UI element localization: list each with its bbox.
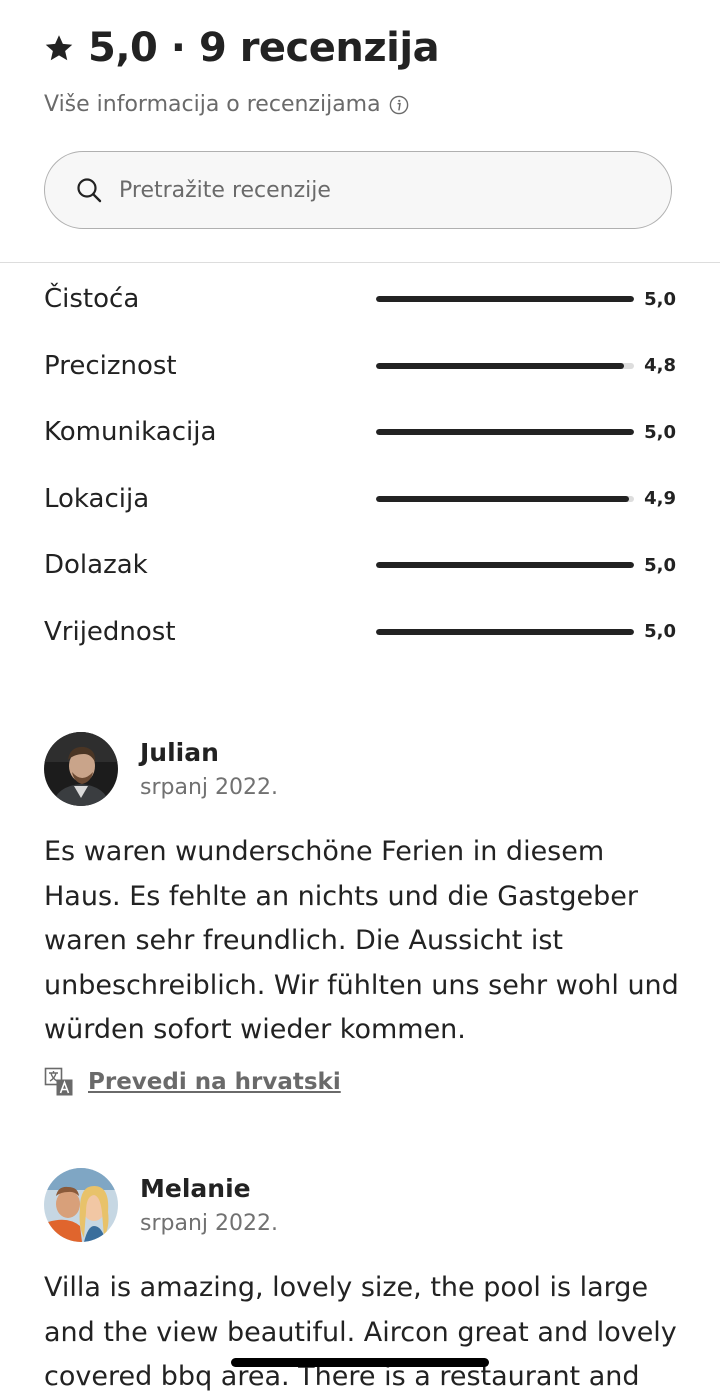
search-reviews-bar[interactable] xyxy=(44,151,672,229)
rating-value: 5,0 xyxy=(644,288,676,310)
rating-row-location: Lokacija 4,9 xyxy=(44,466,676,533)
more-info-label: Više informacija o recenzijama xyxy=(44,92,381,117)
reviewer-info: Melanie srpanj 2022. xyxy=(140,1174,278,1236)
avatar-photo-icon xyxy=(44,1168,118,1242)
rating-row-value: Vrijednost 5,0 xyxy=(44,599,676,666)
rating-label: Preciznost xyxy=(44,350,177,381)
title-separator: · xyxy=(170,25,186,71)
rating-bar-fill xyxy=(376,628,634,635)
page-title: 5,0 · 9 recenzija xyxy=(88,25,440,71)
rating-bar-fill xyxy=(376,296,634,303)
avatar[interactable] xyxy=(44,1168,118,1242)
section-divider xyxy=(0,262,720,263)
reviews-header: 5,0 · 9 recenzija Više informacija o rec… xyxy=(44,22,684,117)
rating-label: Vrijednost xyxy=(44,616,176,647)
translate-link[interactable]: Prevedi na hrvatski xyxy=(88,1068,341,1095)
more-info-link[interactable]: Više informacija o recenzijama xyxy=(44,92,684,117)
rating-value: 4,8 xyxy=(644,355,676,377)
translate-button[interactable]: Prevedi na hrvatski xyxy=(44,1067,676,1097)
rating-label: Lokacija xyxy=(44,483,150,514)
review-date: srpanj 2022. xyxy=(140,775,278,800)
avatar-photo-icon xyxy=(44,732,118,806)
rating-label: Čistoća xyxy=(44,284,140,315)
title-row: 5,0 · 9 recenzija xyxy=(44,22,684,74)
review-text: Villa is amazing, lovely size, the pool … xyxy=(44,1272,677,1392)
reviewer-info: Julian srpanj 2022. xyxy=(140,738,278,800)
category-ratings: Čistoća 5,0 Preciznost 4,8 Komunikacija … xyxy=(44,266,676,665)
rating-value: 4,9 xyxy=(644,488,676,510)
review-text: Es waren wunderschöne Ferien in diesem H… xyxy=(44,836,679,1045)
info-icon[interactable] xyxy=(389,95,409,115)
rating-bar xyxy=(376,429,634,436)
review-header: Julian srpanj 2022. xyxy=(44,732,676,806)
search-icon xyxy=(77,178,102,203)
rating-label: Dolazak xyxy=(44,550,148,581)
translate-icon xyxy=(44,1067,73,1095)
rating-row-accuracy: Preciznost 4,8 xyxy=(44,333,676,400)
rating-label: Komunikacija xyxy=(44,417,217,448)
rating-bar xyxy=(376,495,634,502)
reviewer-name: Melanie xyxy=(140,1174,251,1203)
home-indicator[interactable] xyxy=(231,1358,489,1367)
rating-row-checkin: Dolazak 5,0 xyxy=(44,532,676,599)
rating-bar xyxy=(376,628,634,635)
search-input[interactable] xyxy=(117,176,601,204)
star-icon xyxy=(45,35,73,61)
reviewer-name: Julian xyxy=(140,738,219,767)
rating-row-cleanliness: Čistoća 5,0 xyxy=(44,266,676,333)
rating-bar-fill xyxy=(376,495,629,502)
rating-value: 5,0 xyxy=(644,421,676,443)
reviews-count: 9 recenzija xyxy=(198,25,440,71)
rating-value: 5,0 xyxy=(644,621,676,643)
overall-rating: 5,0 xyxy=(88,25,158,71)
rating-bar-fill xyxy=(376,429,634,436)
rating-bar-fill xyxy=(376,362,624,369)
rating-value: 5,0 xyxy=(644,554,676,576)
review-header: Melanie srpanj 2022. xyxy=(44,1168,676,1242)
review-date: srpanj 2022. xyxy=(140,1211,278,1236)
review-card: Julian srpanj 2022. Es waren wunderschön… xyxy=(44,732,679,1097)
rating-bar-fill xyxy=(376,562,634,569)
rating-bar xyxy=(376,562,634,569)
rating-bar xyxy=(376,296,634,303)
rating-bar xyxy=(376,362,634,369)
avatar[interactable] xyxy=(44,732,118,806)
rating-row-communication: Komunikacija 5,0 xyxy=(44,399,676,466)
